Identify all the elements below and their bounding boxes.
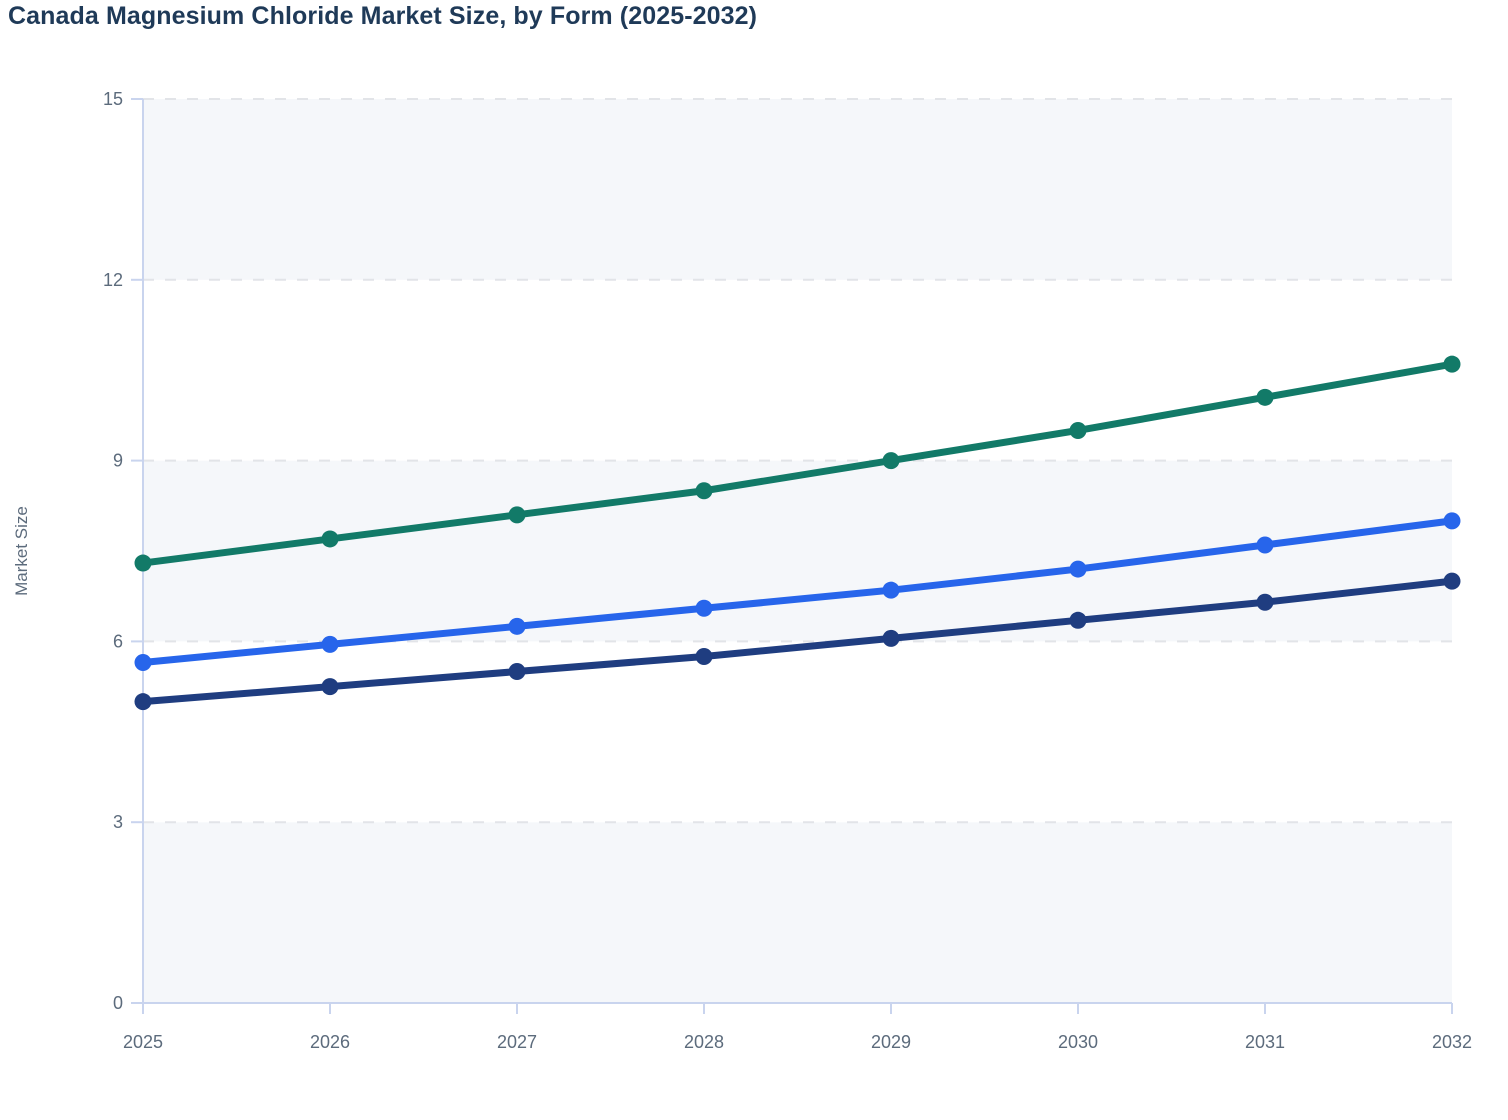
- data-point: [1256, 536, 1274, 554]
- data-point: [1256, 593, 1274, 611]
- data-point: [508, 506, 526, 524]
- x-tick-label: 2032: [1432, 1032, 1472, 1052]
- x-tick-label: 2027: [497, 1032, 537, 1052]
- chart-band: [143, 99, 1452, 280]
- y-tick-label: 12: [103, 270, 123, 290]
- data-point: [695, 647, 713, 665]
- chart-band: [143, 460, 1452, 642]
- y-tick-label: 6: [113, 631, 123, 651]
- data-point: [882, 581, 900, 599]
- series-line: [139, 360, 1456, 567]
- data-point: [134, 653, 152, 671]
- data-point: [1069, 421, 1087, 439]
- data-point: [134, 554, 152, 572]
- data-point: [1069, 611, 1087, 629]
- data-point: [695, 482, 713, 500]
- data-point: [508, 663, 526, 681]
- data-point: [1069, 560, 1087, 578]
- data-point: [134, 693, 152, 711]
- y-tick-label: 15: [103, 89, 123, 109]
- x-tick-label: 2026: [310, 1032, 350, 1052]
- x-tick-label: 2030: [1058, 1032, 1098, 1052]
- data-point: [695, 599, 713, 617]
- x-tick-label: 2028: [684, 1032, 724, 1052]
- data-point: [1443, 512, 1461, 530]
- data-point: [321, 635, 339, 653]
- data-point: [508, 617, 526, 635]
- chart-band: [143, 279, 1452, 461]
- data-point: [882, 629, 900, 647]
- y-tick-label: 3: [113, 812, 123, 832]
- series-line: [139, 517, 1456, 666]
- y-tick-label: 0: [113, 993, 123, 1013]
- x-tick-label: 2031: [1245, 1032, 1285, 1052]
- x-tick-label: 2025: [123, 1032, 163, 1052]
- y-tick-label: 9: [113, 451, 123, 471]
- chart-band: [143, 822, 1452, 1003]
- x-tick-label: 2029: [871, 1032, 911, 1052]
- data-point: [321, 678, 339, 696]
- chart-band: [143, 641, 1452, 823]
- data-point: [321, 530, 339, 548]
- chart-title: Canada Magnesium Chloride Market Size, b…: [8, 2, 758, 30]
- data-point: [1256, 388, 1274, 406]
- data-point: [1443, 572, 1461, 590]
- data-point: [882, 452, 900, 470]
- data-point: [1443, 355, 1461, 373]
- series-line: [139, 577, 1456, 706]
